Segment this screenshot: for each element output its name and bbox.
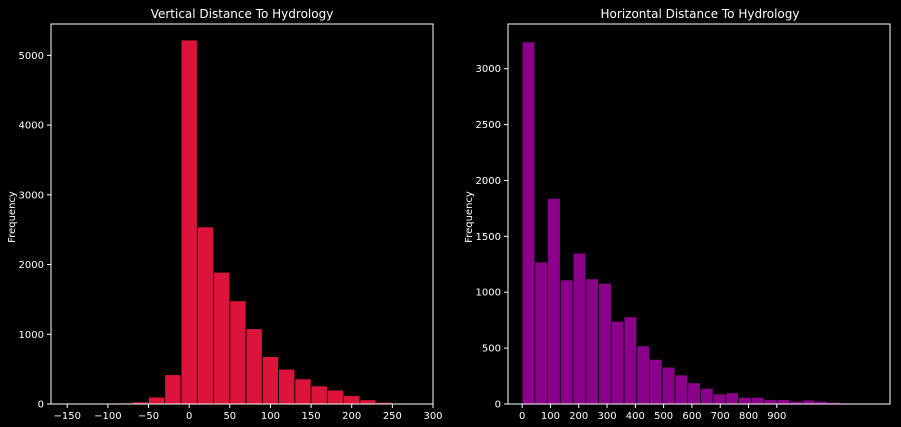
histogram-bar <box>585 278 599 405</box>
bars <box>83 39 426 405</box>
histogram-bar <box>610 320 625 405</box>
histogram-bar <box>636 345 650 405</box>
x-tick-label: 700 <box>711 411 730 422</box>
y-tick-label: 4000 <box>19 121 44 132</box>
histogram-bar <box>261 356 279 405</box>
histogram-bar <box>674 374 689 405</box>
histogram-bar <box>725 392 740 405</box>
y-tick-label: 0 <box>38 400 44 411</box>
histogram-bar <box>180 39 198 405</box>
histogram-bar <box>572 252 587 405</box>
y-tick-label: 1000 <box>19 330 44 341</box>
chart-horizontal-distance: Horizontal Distance To Hydrology Frequen… <box>464 7 891 422</box>
y-tick-label: 0 <box>495 400 501 411</box>
plot-frame <box>507 23 891 405</box>
x-tick-label: 200 <box>342 411 361 422</box>
y-tick-label: 5000 <box>19 51 44 62</box>
x-tick-label: −50 <box>138 411 159 422</box>
x-tick-label: 150 <box>302 411 321 422</box>
histogram-bar <box>278 368 296 405</box>
histogram-bar <box>294 378 312 405</box>
x-tick-label: 0 <box>519 411 525 422</box>
chart-title: Vertical Distance To Hydrology <box>151 7 334 21</box>
y-tick-label: 2000 <box>476 176 501 187</box>
x-tick-label: 800 <box>739 411 758 422</box>
x-tick-label: 400 <box>626 411 645 422</box>
histogram-bar <box>343 395 361 405</box>
plot-frame <box>50 23 434 405</box>
x-ticks: 0 100 200 300 400 500 600 700 800 900 <box>519 404 786 422</box>
histogram-bar <box>310 385 328 405</box>
y-tick-label: 2500 <box>476 120 501 131</box>
y-axis-label: Frequency <box>464 191 475 243</box>
histogram-bar <box>534 261 549 405</box>
x-tick-label: 50 <box>223 411 236 422</box>
y-tick-label: 3000 <box>19 190 44 201</box>
x-tick-label: 500 <box>654 411 673 422</box>
histogram-bar <box>559 279 574 405</box>
histogram-bar <box>229 300 247 405</box>
histogram-bar <box>164 374 182 405</box>
x-tick-label: −150 <box>54 411 81 422</box>
x-tick-label: 200 <box>569 411 588 422</box>
y-ticks: 0 500 1000 1500 2000 2500 3000 <box>476 64 508 411</box>
histogram-bar <box>148 396 166 405</box>
y-axis-label: Frequency <box>7 191 18 243</box>
x-tick-label: 0 <box>186 411 192 422</box>
histogram-bar <box>801 399 816 405</box>
histogram-bar <box>649 358 663 405</box>
histogram-bar <box>750 396 765 405</box>
x-tick-label: −100 <box>94 411 121 422</box>
histogram-bar <box>700 387 714 405</box>
histogram-bar <box>687 382 701 405</box>
histogram-bar <box>623 316 638 405</box>
histogram-bar <box>547 197 561 405</box>
y-tick-label: 3000 <box>476 64 501 75</box>
histogram-bar <box>213 271 231 405</box>
x-tick-label: 300 <box>423 411 442 422</box>
histogram-bar <box>196 226 214 405</box>
histogram-bar <box>776 399 790 405</box>
x-ticks: −150 −100 −50 0 50 100 150 200 250 300 <box>54 404 443 422</box>
y-tick-label: 1000 <box>476 288 501 299</box>
histogram-bar <box>738 396 752 405</box>
histogram-bar <box>326 389 344 405</box>
histogram-bar <box>661 366 676 405</box>
histogram-bar <box>245 328 263 405</box>
y-tick-label: 500 <box>482 344 501 355</box>
histogram-bar <box>521 41 536 405</box>
x-tick-label: 300 <box>597 411 616 422</box>
histogram-bar <box>763 399 778 405</box>
x-tick-label: 600 <box>682 411 701 422</box>
chart-title: Horizontal Distance To Hydrology <box>601 7 800 21</box>
x-tick-label: 900 <box>767 411 786 422</box>
histogram-bar <box>598 282 612 405</box>
x-tick-label: 100 <box>261 411 280 422</box>
chart-vertical-distance: Vertical Distance To Hydrology Frequency… <box>7 7 443 422</box>
x-tick-label: 250 <box>383 411 402 422</box>
y-tick-label: 2000 <box>19 260 44 271</box>
histogram-bar <box>359 399 377 405</box>
y-ticks: 0 1000 2000 3000 4000 5000 <box>19 51 51 411</box>
x-tick-label: 100 <box>541 411 560 422</box>
histogram-bar <box>712 393 727 405</box>
y-tick-label: 1500 <box>476 232 501 243</box>
